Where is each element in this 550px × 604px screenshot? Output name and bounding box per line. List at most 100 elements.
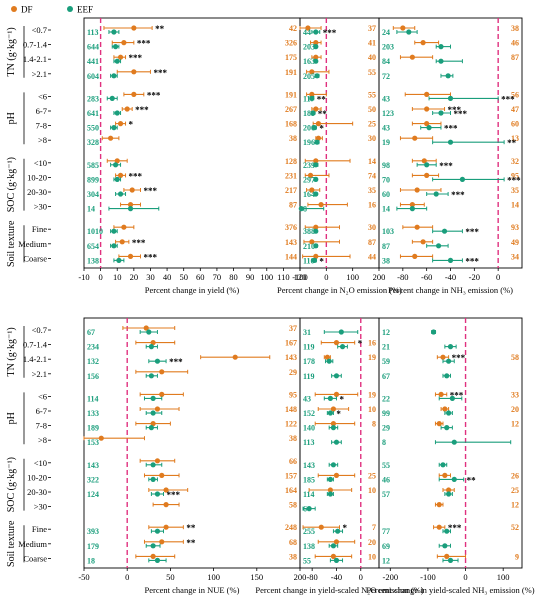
significance-marker: *** [143, 252, 157, 262]
mean-point [117, 54, 124, 60]
sample-size-df: 35 [511, 186, 519, 195]
mean-point [313, 54, 319, 60]
mean-point [412, 253, 418, 259]
sample-size-eef: 43 [303, 394, 311, 403]
sample-size-eef: 31 [303, 328, 311, 337]
sample-size-df: 217 [285, 186, 297, 195]
mean-point [309, 239, 315, 245]
sample-size-eef: 44 [303, 28, 311, 37]
significance-marker: *** [448, 105, 462, 115]
sample-size-eef: 14 [382, 205, 390, 214]
mean-point [424, 121, 430, 127]
sample-size-eef: 84 [382, 57, 390, 66]
x-tick-label: 90 [246, 272, 255, 282]
sample-size-eef: 156 [87, 372, 99, 381]
mean-point [333, 373, 340, 379]
sample-size-eef: 114 [303, 490, 315, 499]
category-label: 1.4-2.1 [23, 54, 47, 64]
significance-marker: * [319, 124, 324, 134]
mean-point [446, 487, 452, 493]
mean-point [436, 502, 442, 508]
category-label: 6-7 [36, 106, 47, 116]
mean-point [339, 344, 346, 350]
significance-marker: ** [318, 109, 328, 119]
sample-size-df: 26 [511, 471, 519, 480]
mean-point [447, 139, 454, 145]
sample-size-eef: 203 [303, 43, 315, 52]
x-tick-label: 200 [294, 572, 307, 582]
mean-point [150, 476, 156, 482]
mean-point [447, 257, 454, 263]
sample-size-df: 87 [511, 53, 519, 62]
mean-point [313, 191, 319, 197]
mean-point [311, 125, 318, 131]
sample-size-eef: 322 [87, 475, 99, 484]
category-label: >8 [38, 435, 47, 445]
category-label: >2.1 [32, 369, 47, 379]
sample-size-df: 122 [285, 420, 297, 429]
x-tick-label: -100 [420, 572, 436, 582]
mean-point [315, 135, 322, 141]
x-tick-label: 10 [113, 272, 122, 282]
sample-size-df: 66 [289, 457, 297, 466]
sample-size-eef: 304 [87, 190, 99, 199]
significance-marker: ** [507, 138, 517, 148]
sample-size-eef: 119 [303, 343, 315, 352]
x-tick-label: -80 [306, 572, 317, 582]
mean-point [446, 491, 452, 497]
mean-point [146, 329, 152, 335]
significance-marker: *** [448, 523, 462, 533]
sample-size-eef: 67 [87, 328, 95, 337]
mean-point [310, 110, 316, 116]
mean-point [335, 528, 341, 534]
sample-size-df: 326 [285, 39, 297, 48]
sample-size-eef: 388 [303, 227, 315, 236]
mean-point [163, 502, 169, 508]
mean-point [436, 524, 442, 530]
mean-point [333, 557, 340, 564]
mean-point [150, 340, 156, 346]
mean-point [409, 206, 415, 212]
mean-point [111, 29, 117, 35]
sample-size-df: 74 [368, 171, 376, 180]
mean-point [430, 329, 437, 335]
sample-size-df: 47 [511, 105, 519, 114]
sample-size-eef: 18 [87, 556, 95, 565]
x-tick-label: -200 [382, 572, 398, 582]
sample-size-eef: 179 [87, 542, 99, 551]
mean-point [414, 224, 420, 230]
sample-size-df: 35 [368, 186, 376, 195]
mean-point [409, 54, 415, 60]
significance-marker: *** [452, 353, 466, 363]
sample-size-eef: 899 [87, 175, 99, 184]
sample-size-eef: 19 [382, 138, 390, 147]
category-label: 1.4-2.1 [23, 354, 47, 364]
mean-point [446, 410, 452, 416]
x-tick-label: 100 [497, 572, 510, 582]
x-axis-title: Percent change in N₂O emission (%) [277, 285, 402, 295]
significance-marker: * [129, 120, 134, 130]
sample-size-eef: 654 [87, 242, 99, 251]
x-axis-title: Percent change in yield-scaled N₂O emiss… [255, 585, 423, 595]
group-label: TN (g·kg⁻¹) [6, 27, 17, 76]
mean-point [330, 543, 337, 549]
mean-point [159, 369, 165, 375]
panel-frame [378, 317, 523, 569]
group-label: pH [6, 412, 17, 424]
mean-point [313, 176, 319, 182]
sample-size-eef: 132 [87, 357, 99, 366]
mean-point [326, 358, 332, 364]
sample-size-df: 42 [289, 24, 297, 33]
mean-point [406, 29, 412, 35]
mean-point [438, 44, 444, 50]
significance-marker: * [358, 339, 363, 349]
group-label: SOC (g·kg⁻¹) [6, 157, 17, 212]
mean-point [112, 44, 119, 50]
sample-size-eef: 178 [303, 357, 315, 366]
mean-point [111, 228, 117, 234]
mean-point [309, 91, 315, 97]
significance-marker: *** [135, 105, 149, 115]
x-tick-label: -10 [78, 272, 89, 282]
panel-2: -100 0 100 200 Percent change in N₂O emissio… [277, 17, 402, 295]
